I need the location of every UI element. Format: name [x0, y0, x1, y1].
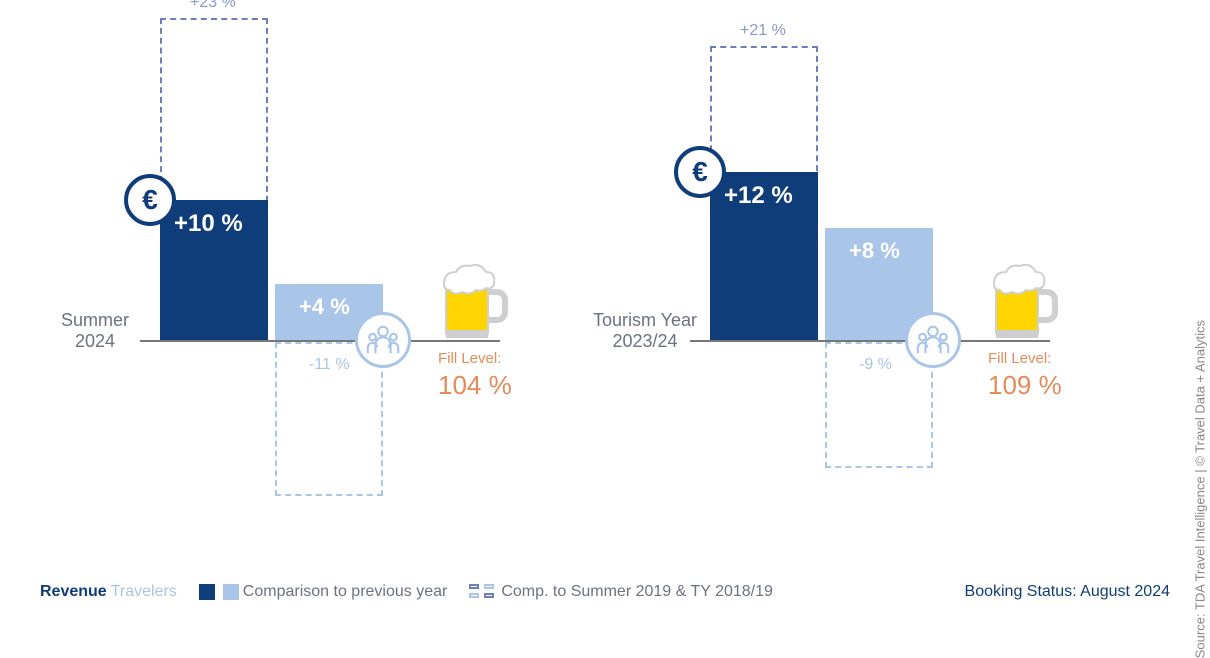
period-label: Tourism Year2023/24: [590, 310, 700, 352]
people-icon: [905, 312, 961, 368]
panels: Summer2024+23 %+10 %+4 %-11 %€Fill Level…: [0, 30, 1210, 530]
people-icon: [355, 312, 411, 368]
bar-area: Summer2024+23 %+10 %+4 %-11 %€Fill Level…: [40, 30, 560, 510]
legend-travelers: Travelers: [111, 583, 177, 601]
panel-tourism-year: Tourism Year2023/24+21 %+12 %+8 %-9 %€Fi…: [590, 30, 1110, 510]
traveler-solid-label: +4 %: [299, 294, 350, 320]
traveler-ghost-label: -11 %: [309, 356, 350, 374]
traveler-ghost-label: -9 %: [859, 356, 892, 374]
revenue-solid-label: +10 %: [174, 210, 243, 238]
legend-revenue: Revenue: [40, 583, 107, 601]
revenue-solid-label: +12 %: [724, 182, 793, 210]
euro-icon: €: [124, 174, 176, 226]
swatch-dashed: [469, 584, 497, 600]
revenue-ghost-label: +21 %: [740, 22, 786, 40]
fill-level-label: Fill Level:: [988, 350, 1051, 367]
swatch-traveler: [223, 584, 239, 600]
traveler-solid-label: +8 %: [849, 238, 900, 264]
beer-mug-icon: [988, 262, 1058, 346]
legend-cmp-prev: Comparison to previous year: [243, 583, 448, 601]
fill-level-label: Fill Level:: [438, 350, 501, 367]
revenue-ghost-label: +23 %: [190, 0, 236, 12]
legend-cmp-2019: Comp. to Summer 2019 & TY 2018/19: [501, 583, 773, 601]
euro-icon: €: [674, 146, 726, 198]
legend: Revenue Travelers Comparison to previous…: [40, 577, 1170, 607]
legend-status: Booking Status: August 2024: [965, 583, 1170, 601]
fill-level-value: 104 %: [438, 370, 512, 401]
panel-summer-2024: Summer2024+23 %+10 %+4 %-11 %€Fill Level…: [40, 30, 560, 510]
period-label: Summer2024: [40, 310, 150, 352]
beer-mug-icon: [438, 262, 508, 346]
fill-level-value: 109 %: [988, 370, 1062, 401]
swatch-revenue: [199, 584, 215, 600]
bar-area: Tourism Year2023/24+21 %+12 %+8 %-9 %€Fi…: [590, 30, 1110, 510]
